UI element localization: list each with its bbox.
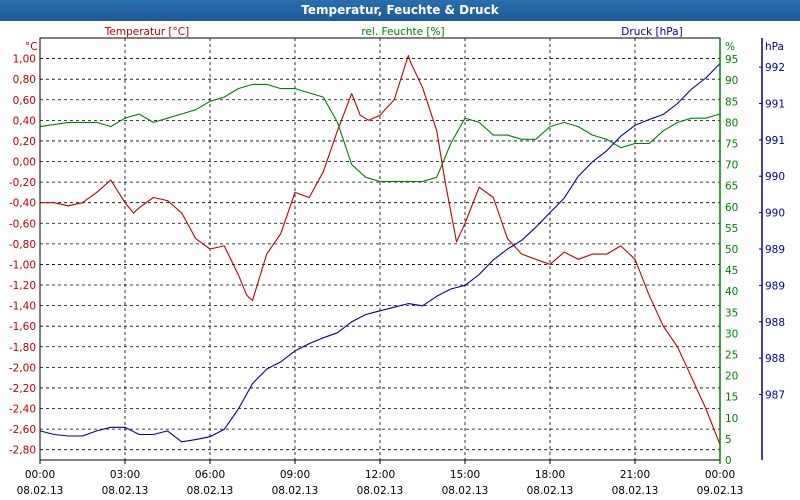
x-tick-date: 08.02.13 [357,485,404,497]
hum-tick-label: 15 [725,392,738,404]
x-tick-time: 06:00 [195,469,225,481]
temp-tick-label: 0,00 [13,157,36,169]
press-tick-label: 987 [765,390,785,402]
temp-tick-label: -0,60 [9,218,36,230]
temp-tick-label: -2,40 [9,404,36,416]
temp-tick-label: -1,60 [9,321,36,333]
temp-tick-label: 1,00 [13,54,36,66]
x-tick-date: 08.02.13 [187,485,234,497]
temp-tick-label: -0,40 [9,198,36,210]
hum-tick-label: 25 [725,350,738,362]
x-tick-date: 08.02.13 [442,485,489,497]
series-layer [39,54,721,445]
hum-tick-label: 50 [725,244,738,256]
temp-axis-title: Temperatur [°C] [104,26,189,38]
hum-tick-label: 55 [725,223,738,235]
temp-tick-label: 0,40 [13,115,36,127]
axes: °C Temperatur [°C] % rel. Feuchte [%] hP… [9,26,785,497]
hum-tick-label: 80 [725,117,738,129]
x-tick-time: 09:00 [280,469,310,481]
press-tick-label: 989 [765,244,785,256]
hum-tick-label: 95 [725,54,738,66]
hum-tick-label: 0 [725,455,732,467]
press-tick-label: 991 [765,135,785,147]
hum-tick-label: 85 [725,96,738,108]
temp-tick-label: -2,00 [9,362,36,374]
press-tick-label: 990 [765,208,785,220]
hum-tick-label: 70 [725,160,738,172]
hum-tick-label: 40 [725,286,738,298]
temp-tick-label: -1,20 [9,280,36,292]
temp-tick-label: -2,80 [9,445,36,457]
series-line-hum [39,83,721,183]
temp-tick-label: 0,60 [13,95,36,107]
temp-tick-label: -1,80 [9,342,36,354]
series-line-temp [40,54,721,445]
chart-canvas: °C Temperatur [°C] % rel. Feuchte [%] hP… [0,21,800,500]
temp-tick-label: 0,80 [13,74,36,86]
press-axis-title: Druck [hPa] [621,26,682,38]
temp-unit-label: °C [25,41,38,53]
press-tick-label: 989 [765,280,785,292]
x-tick-date: 08.02.13 [102,485,149,497]
temp-tick-label: -0,20 [9,177,36,189]
hum-tick-label: 60 [725,202,738,214]
press-unit-label: hPa [765,41,784,53]
x-tick-date: 08.02.13 [527,485,574,497]
temp-tick-label: -1,40 [9,301,36,313]
series-line-press [39,63,721,443]
x-tick-date: 08.02.13 [17,485,64,497]
hum-axis-title: rel. Feuchte [%] [361,26,444,38]
hum-tick-label: 45 [725,265,738,277]
hum-tick-label: 65 [725,181,738,193]
temp-tick-label: 0,20 [13,136,36,148]
hum-tick-label: 90 [725,75,738,87]
x-tick-time: 12:00 [365,469,395,481]
hum-tick-label: 30 [725,328,738,340]
press-tick-label: 988 [765,317,785,329]
hum-tick-label: 75 [725,139,738,151]
hum-tick-label: 20 [725,371,738,383]
hum-tick-label: 10 [725,413,738,425]
press-tick-label: 991 [765,98,785,110]
x-tick-time: 00:00 [705,469,735,481]
temp-tick-label: -1,00 [9,259,36,271]
temp-tick-label: -0,80 [9,239,36,251]
press-tick-label: 992 [765,62,785,74]
x-tick-time: 03:00 [110,469,140,481]
press-tick-label: 988 [765,353,785,365]
x-tick-time: 15:00 [450,469,480,481]
window-title: Temperatur, Feuchte & Druck [0,0,800,21]
x-tick-time: 18:00 [535,469,565,481]
x-tick-time: 00:00 [25,469,55,481]
hum-unit-label: % [725,41,735,53]
x-tick-date: 09.02.13 [697,485,744,497]
temp-tick-label: -2,60 [9,424,36,436]
hum-tick-label: 35 [725,307,738,319]
x-tick-date: 08.02.13 [272,485,319,497]
temp-tick-label: -2,20 [9,383,36,395]
grid [39,38,721,460]
press-tick-label: 990 [765,171,785,183]
hum-tick-label: 5 [725,434,732,446]
x-tick-time: 21:00 [620,469,650,481]
x-tick-date: 08.02.13 [612,485,659,497]
